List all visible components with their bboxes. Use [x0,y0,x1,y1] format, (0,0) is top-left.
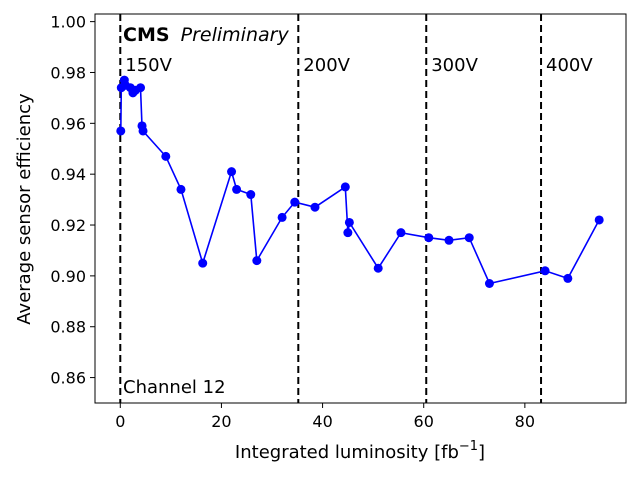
data-point [138,126,148,136]
data-point [176,184,186,194]
x-tick-label: 40 [312,412,332,431]
voltage-lines: 150V 200V 300V 400V [119,14,593,403]
y-tick-label: 0.92 [50,216,86,235]
data-point [484,279,494,289]
axis-ticks: 0 20 40 60 80 0.86 0.88 0.90 0.92 0.94 0.96 0.98 1.0… [50,13,535,431]
voltage-label: 300V [431,55,478,76]
data-point [563,273,573,283]
data-point [116,126,126,136]
data-point [424,233,434,243]
x-axis-label: Integrated luminosity [fb−1] [235,439,485,463]
channel-label: Channel 12 [123,377,226,398]
data-point [343,228,353,238]
y-tick-label: 0.96 [50,114,86,133]
x-tick-label: 80 [515,412,535,431]
data-point [232,184,242,194]
data-point [252,256,262,266]
data-point [540,266,550,276]
data-point [396,228,406,238]
data-point [373,263,383,273]
y-tick-label: 1.00 [50,13,86,32]
voltage-label: 150V [125,55,172,76]
x-axis-label-main: Integrated luminosity [fb [235,442,459,463]
data-point [227,167,237,177]
data-point [464,233,474,243]
preliminary-text: Preliminary [181,24,290,46]
voltage-label: 200V [303,55,350,76]
y-tick-label: 0.94 [50,165,86,184]
x-axis-label-sup: −1 [459,439,478,454]
data-point [340,182,350,192]
x-tick-label: 0 [115,412,125,431]
data-point [246,190,256,200]
data-point [290,197,300,207]
y-tick-label: 0.86 [50,369,86,388]
data-point [310,202,320,212]
voltage-label: 400V [546,55,593,76]
x-tick-label: 20 [211,412,231,431]
cms-text: CMS [123,24,170,46]
y-axis-label: Average sensor efficiency [14,93,35,325]
x-axis-label-end: ] [478,442,485,463]
y-tick-label: 0.90 [50,267,86,286]
data-point [594,215,604,225]
y-tick-label: 0.98 [50,63,86,82]
y-tick-label: 0.88 [50,318,86,337]
data-series [116,75,604,289]
plot-frame [94,13,627,404]
data-point [277,212,287,222]
data-point [198,258,208,268]
x-tick-label: 60 [414,412,434,431]
data-point [444,235,454,245]
data-point [161,151,171,161]
cms-label: CMS Preliminary [123,24,289,46]
data-point [136,83,146,93]
series-line [120,77,600,285]
data-point [344,217,354,227]
